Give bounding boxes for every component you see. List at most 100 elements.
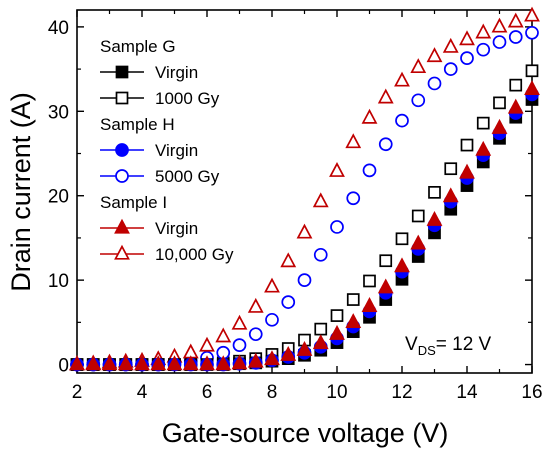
x-tick-label: 10 [326,382,347,403]
data-point [475,140,492,156]
data-point [281,295,296,309]
data-point [394,257,410,273]
data-point [280,346,297,361]
x-tick-label: 16 [521,382,542,403]
data-point [395,232,409,246]
legend-entry-label: Virgin [155,219,198,238]
data-point [411,209,425,223]
data-point [491,118,508,134]
data-point [346,191,361,206]
data-point [280,252,297,268]
y-tick-label: 10 [48,271,69,292]
data-point [297,273,312,287]
x-tick-label: 14 [456,382,478,403]
data-point [362,163,377,178]
data-point [426,47,443,63]
data-point [329,324,345,340]
data-point [296,223,313,239]
data-point [166,355,183,371]
data-point [443,62,458,76]
data-point [427,76,442,91]
data-point [507,12,524,28]
legend-marker [115,65,129,79]
legend-entry-label: 10,000 Gy [155,245,234,264]
data-point [507,98,524,114]
data-point [524,80,540,96]
data-point [264,350,280,366]
legend-marker [115,143,129,157]
data-point [313,247,328,262]
data-point [231,354,248,370]
legend-marker [115,91,129,105]
legend-group-title: Sample I [100,193,167,212]
legend-entry-label: 5000 Gy [155,167,220,186]
data-point [492,35,507,49]
x-tick-label: 8 [267,382,278,403]
data-point [101,355,118,371]
data-point [476,42,491,57]
y-axis-title: Drain current (A) [6,92,36,292]
data-point [199,336,215,352]
data-point [410,58,427,74]
data-point [410,234,427,250]
legend-entry-label: 1000 Gy [155,89,220,108]
data-point [232,338,247,352]
data-point [493,96,506,110]
data-point [524,6,540,22]
data-point [428,185,441,199]
y-tick-label: 20 [48,187,69,208]
data-point [491,17,508,33]
data-point [363,274,376,288]
data-point [411,93,426,108]
data-point [525,25,539,40]
data-point [231,314,248,330]
x-tick-label: 4 [137,382,148,403]
data-point [377,278,394,294]
data-point [134,355,150,371]
data-point [215,355,232,371]
data-point [377,88,394,104]
data-point [442,187,459,203]
series-2-0 [69,80,540,371]
x-tick-label: 2 [72,382,83,403]
legend-marker [115,169,129,183]
data-point [459,30,475,46]
y-tick-label: 0 [58,356,69,377]
data-point [460,138,474,152]
data-point [525,64,539,78]
data-point [460,51,474,65]
data-point [330,220,344,234]
data-point [296,340,313,356]
y-axis-ticks: 0 10 20 30 40 [48,18,532,377]
data-point [312,334,329,350]
data-point [69,355,85,371]
data-point [85,355,102,371]
annotation-subscript: DS [418,343,436,358]
annotation-main: V [405,334,418,355]
data-point [247,352,264,368]
data-point [426,210,443,226]
data-point [378,137,393,152]
data-point [475,23,492,39]
data-layer [69,6,540,372]
data-point [361,108,378,124]
data-point [346,293,360,306]
data-point [379,254,393,268]
data-point [345,313,362,328]
data-point [509,78,523,92]
data-point [329,161,345,177]
data-point [395,113,409,128]
data-point [394,71,410,87]
data-point [314,322,328,336]
vds-annotation: VDS= 12 V [405,334,492,358]
data-point [199,355,215,371]
data-point [476,116,490,130]
y-tick-label: 40 [48,18,69,39]
legend-marker [114,218,130,234]
series-0-1 [70,64,539,371]
data-point [459,163,475,179]
data-point [444,162,458,176]
legend-marker [114,244,130,260]
data-point [248,327,263,342]
